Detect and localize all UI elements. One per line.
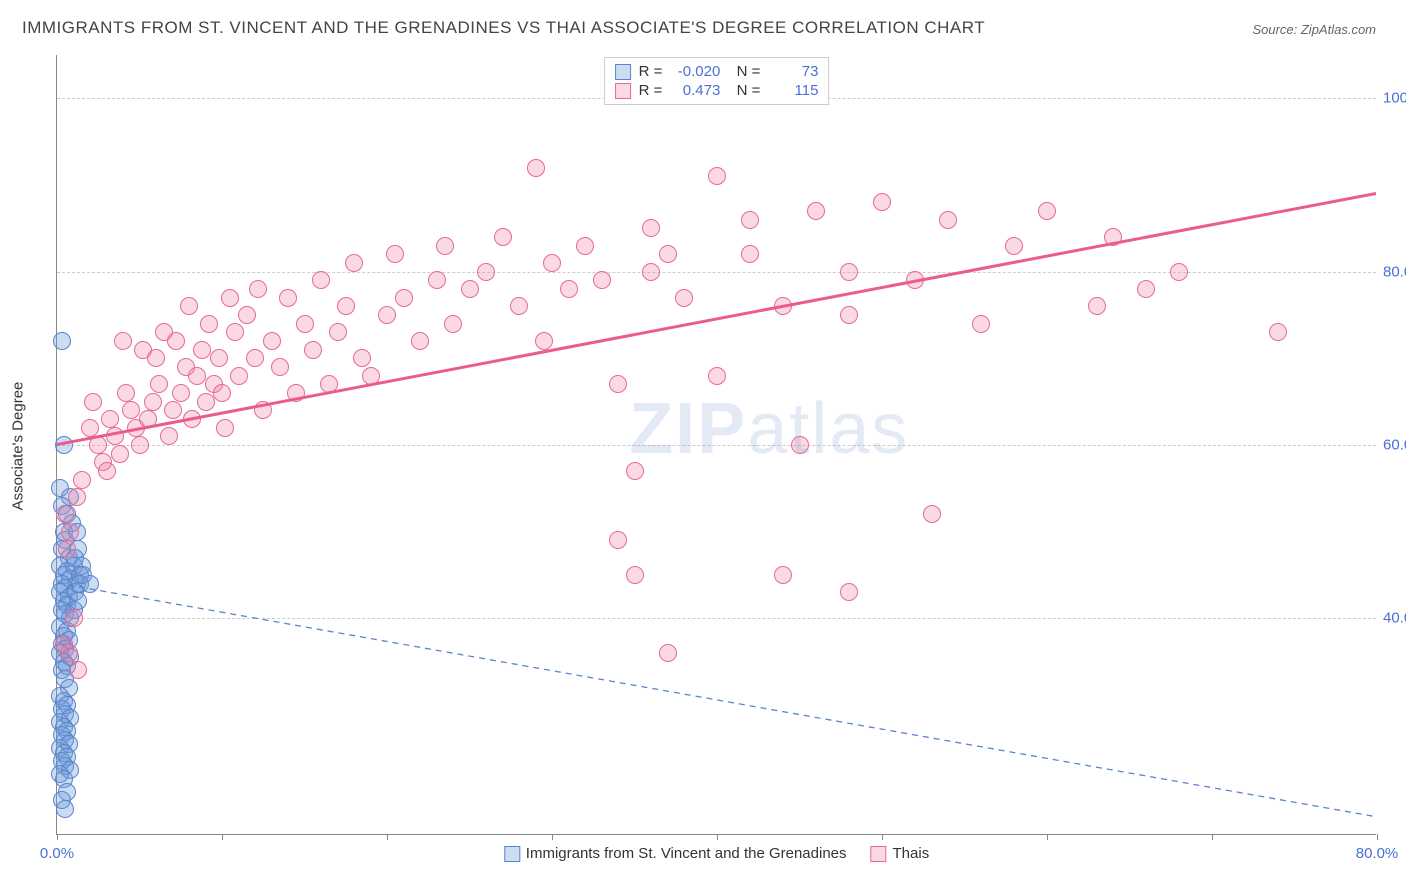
trendline-svg (57, 583, 1376, 817)
stats-row-series1: R = -0.020 N = 73 (615, 62, 819, 81)
y-tick-label: 80.0% (1383, 263, 1406, 280)
legend-item-2: Thais (871, 845, 930, 862)
n-value-1: 73 (768, 63, 818, 80)
trendline-thai (57, 193, 1376, 444)
y-tick-label: 60.0% (1383, 437, 1406, 454)
r-label: R = (639, 82, 663, 99)
legend-label-2: Thais (893, 845, 930, 862)
x-tick (1377, 834, 1378, 840)
trend-lines (57, 55, 1376, 834)
n-label: N = (728, 82, 760, 99)
r-label: R = (639, 63, 663, 80)
swatch-series1-icon (504, 846, 520, 862)
r-value-1: -0.020 (670, 63, 720, 80)
swatch-series2-icon (871, 846, 887, 862)
n-label: N = (728, 63, 760, 80)
y-axis-label: Associate's Degree (10, 382, 27, 511)
legend-label-1: Immigrants from St. Vincent and the Gren… (526, 845, 847, 862)
y-tick-label: 40.0% (1383, 610, 1406, 627)
x-tick-label: 80.0% (1356, 845, 1399, 862)
x-tick (1047, 834, 1048, 840)
n-value-2: 115 (768, 82, 818, 99)
x-tick (387, 834, 388, 840)
x-tick (1212, 834, 1213, 840)
series-legend: Immigrants from St. Vincent and the Gren… (504, 845, 929, 862)
x-tick-label: 0.0% (40, 845, 74, 862)
swatch-series1-icon (615, 64, 631, 80)
stats-legend: R = -0.020 N = 73 R = 0.473 N = 115 (604, 57, 830, 105)
x-tick (882, 834, 883, 840)
y-tick-label: 100.0% (1383, 90, 1406, 107)
chart-title: IMMIGRANTS FROM ST. VINCENT AND THE GREN… (22, 18, 985, 38)
legend-item-1: Immigrants from St. Vincent and the Gren… (504, 845, 847, 862)
x-tick (222, 834, 223, 840)
chart-plot-area: ZIPatlas R = -0.020 N = 73 R = 0.473 N =… (56, 55, 1376, 835)
x-tick (717, 834, 718, 840)
x-tick (57, 834, 58, 840)
stats-row-series2: R = 0.473 N = 115 (615, 81, 819, 100)
source-label: Source: ZipAtlas.com (1252, 22, 1376, 37)
swatch-series2-icon (615, 83, 631, 99)
x-tick (552, 834, 553, 840)
r-value-2: 0.473 (670, 82, 720, 99)
